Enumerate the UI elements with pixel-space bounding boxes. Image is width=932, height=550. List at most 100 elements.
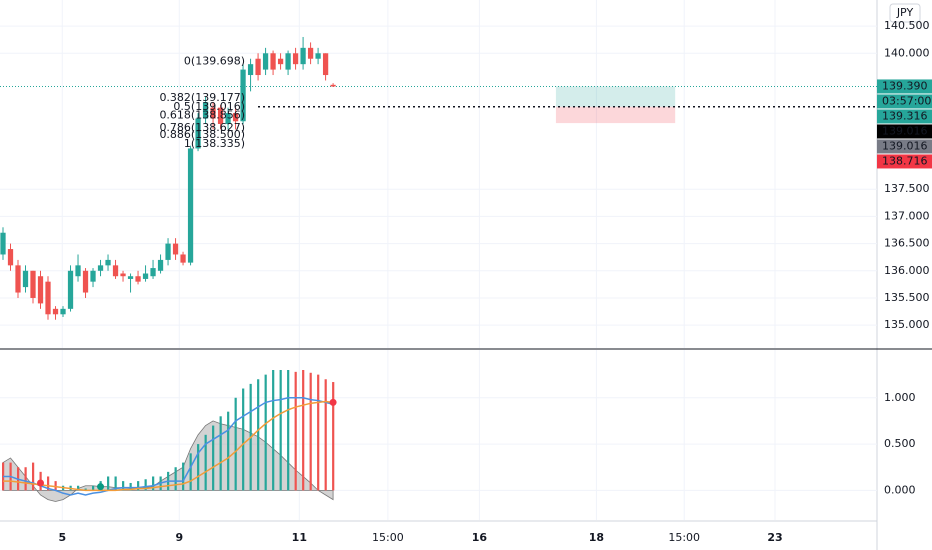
candle-body <box>52 308 59 315</box>
currency-box[interactable] <box>889 3 921 23</box>
currency: JPY <box>896 6 914 19</box>
candle-body <box>180 254 186 263</box>
histogram-bar <box>264 374 267 491</box>
histogram-bar <box>182 462 185 491</box>
candle-body <box>60 308 66 315</box>
candle-body <box>135 276 141 282</box>
x-tick-label: 18 <box>589 531 604 544</box>
y-tick-label: 136.500 <box>884 237 930 250</box>
candle-body <box>187 148 194 263</box>
price-tag-label: 139.390 <box>882 79 928 92</box>
histogram-bar <box>212 425 215 491</box>
y2-tick-label: 1.000 <box>884 391 916 404</box>
y-tick-label: 136.000 <box>884 264 930 277</box>
price-tag <box>877 139 932 154</box>
histogram-bar <box>317 374 320 491</box>
candle-body <box>45 281 51 315</box>
candle-body <box>105 259 111 266</box>
candle-body <box>315 53 321 59</box>
candle-body <box>75 265 81 277</box>
candle-body <box>7 249 14 266</box>
x-tick-label: 5 <box>58 531 66 544</box>
fib-label: 0.618(138.856) <box>159 108 245 121</box>
y-tick-label: 137.500 <box>884 182 930 195</box>
histogram-bar <box>204 434 207 491</box>
histogram-bar <box>54 481 57 491</box>
indicator-line <box>3 400 334 492</box>
price-tag-label: 139.016 <box>882 124 928 137</box>
fib-label: 0.5(139.016) <box>173 100 245 113</box>
histogram-bar <box>129 482 132 491</box>
candle-body <box>300 47 306 65</box>
candle-body <box>120 273 126 277</box>
histogram-bar <box>302 370 305 491</box>
candle-body <box>165 243 171 260</box>
y-tick-label: 140.500 <box>884 19 930 32</box>
histogram-bar <box>144 479 147 491</box>
histogram-bar <box>227 411 230 491</box>
candle-body <box>82 270 89 293</box>
histogram-bar <box>324 379 327 491</box>
x-tick-label: 16 <box>472 531 488 544</box>
position-profit <box>555 86 676 107</box>
histogram-bar <box>309 372 312 491</box>
fib-label: 1(138.335) <box>184 137 245 150</box>
histogram-bar <box>137 481 140 491</box>
x-tick-label: 9 <box>175 531 183 544</box>
signal-dot <box>329 398 337 406</box>
candle-body <box>307 47 314 59</box>
signal-dot <box>37 479 45 487</box>
histogram-bar <box>32 462 35 491</box>
countdown-box <box>877 94 932 109</box>
histogram-bar <box>197 444 200 491</box>
candle-body <box>195 118 201 149</box>
histogram-bar <box>107 476 110 491</box>
histogram-bar <box>279 370 282 491</box>
candle-body <box>210 107 216 119</box>
candle-body <box>37 276 44 304</box>
y-tick-label: 135.000 <box>884 318 930 331</box>
candle-body <box>142 273 149 279</box>
candle-body <box>97 265 104 271</box>
fib-label: 0(139.698) <box>184 55 245 68</box>
histogram-bar <box>257 379 260 491</box>
y-tick-label: 140.000 <box>884 46 930 59</box>
candle-body <box>150 268 156 277</box>
candle-body <box>232 113 239 122</box>
candle-body <box>322 53 329 76</box>
candle-body <box>202 102 209 119</box>
histogram-bar <box>152 476 155 491</box>
histogram-bar <box>242 388 245 491</box>
candle-body <box>0 232 6 255</box>
price-tag-label: 139.016 <box>882 139 928 152</box>
histogram-bar <box>122 481 125 491</box>
histogram-bar <box>189 453 192 491</box>
x-tick-label: 15:00 <box>668 531 700 544</box>
candle-body <box>112 265 119 277</box>
histogram-bar <box>294 371 297 491</box>
candle-body <box>67 270 74 309</box>
y2-tick-label: 0.000 <box>884 483 916 496</box>
x-tick-label: 11 <box>292 531 307 544</box>
candle-body <box>127 276 134 279</box>
price-tag <box>877 79 932 94</box>
signal-dot <box>97 483 105 491</box>
price-tag <box>877 124 932 139</box>
candle-body <box>247 64 254 76</box>
histogram-bar <box>92 485 95 491</box>
candle-body <box>225 113 231 124</box>
histogram-bar <box>84 488 87 491</box>
price-tag <box>877 109 932 124</box>
histogram-bar <box>77 485 80 491</box>
candle-body <box>22 270 29 288</box>
candle-body <box>15 265 21 293</box>
candle-body <box>217 107 224 124</box>
y-tick-label: 135.500 <box>884 291 930 304</box>
candle-body <box>90 270 96 282</box>
candle-body <box>255 58 261 76</box>
price-tag <box>877 154 932 169</box>
fib-label: 0.786(138.627) <box>159 121 245 134</box>
histogram-bar <box>234 397 237 491</box>
